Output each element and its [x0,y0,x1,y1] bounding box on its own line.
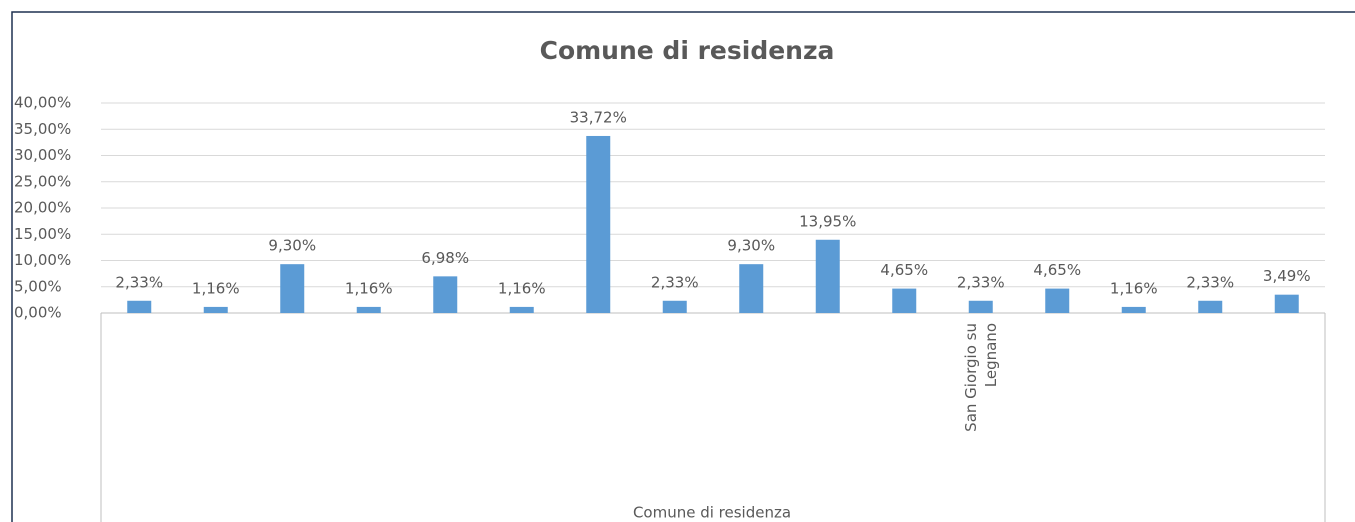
chart-frame [11,11,1355,522]
y-tick-label: 0,00% [14,304,62,322]
data-label: 2,33% [1186,273,1234,291]
y-tick-label: 40,00% [14,94,71,112]
y-tick-label: 35,00% [14,120,71,138]
data-label: 1,16% [1110,279,1158,297]
data-label: 1,16% [345,279,393,297]
bar [433,276,458,313]
data-label: 2,33% [115,273,163,291]
bar [892,288,917,313]
data-label: 2,33% [651,273,699,291]
bar [280,264,305,313]
data-label: 1,16% [498,279,546,297]
data-label: 6,98% [421,249,469,267]
bar [968,300,993,313]
bar [203,306,228,313]
data-label: 1,16% [192,279,240,297]
y-tick-label: 20,00% [14,199,71,217]
x-tick-label: San Giorgio su Legnano [961,323,999,432]
bar [1045,288,1070,313]
x-axis-label: Comune di residenza [633,504,791,522]
x-tick-label-line: Legnano [981,323,999,387]
bar [1198,300,1223,313]
data-label: 33,72% [570,108,627,126]
data-label: 4,65% [1033,261,1081,279]
bar [815,239,840,313]
data-label: 4,65% [880,261,928,279]
y-tick-label: 10,00% [14,251,71,269]
bar [127,300,152,313]
bar [1121,306,1146,313]
data-label: 9,30% [268,237,316,255]
y-tick-label: 25,00% [14,172,71,190]
data-label: 2,33% [957,273,1005,291]
data-label: 13,95% [799,212,856,230]
bar [739,264,764,313]
bar [1274,294,1299,313]
data-label: 9,30% [727,237,775,255]
chart-title: Comune di residenza [540,36,835,65]
y-tick-label: 30,00% [14,146,71,164]
bar [509,306,534,313]
bar [662,300,687,313]
bar [586,135,611,313]
bar [356,306,381,313]
x-tick-label-line: San Giorgio su [961,323,979,432]
y-tick-label: 15,00% [14,225,71,243]
data-label: 3,49% [1263,267,1311,285]
y-tick-label: 5,00% [14,277,62,295]
